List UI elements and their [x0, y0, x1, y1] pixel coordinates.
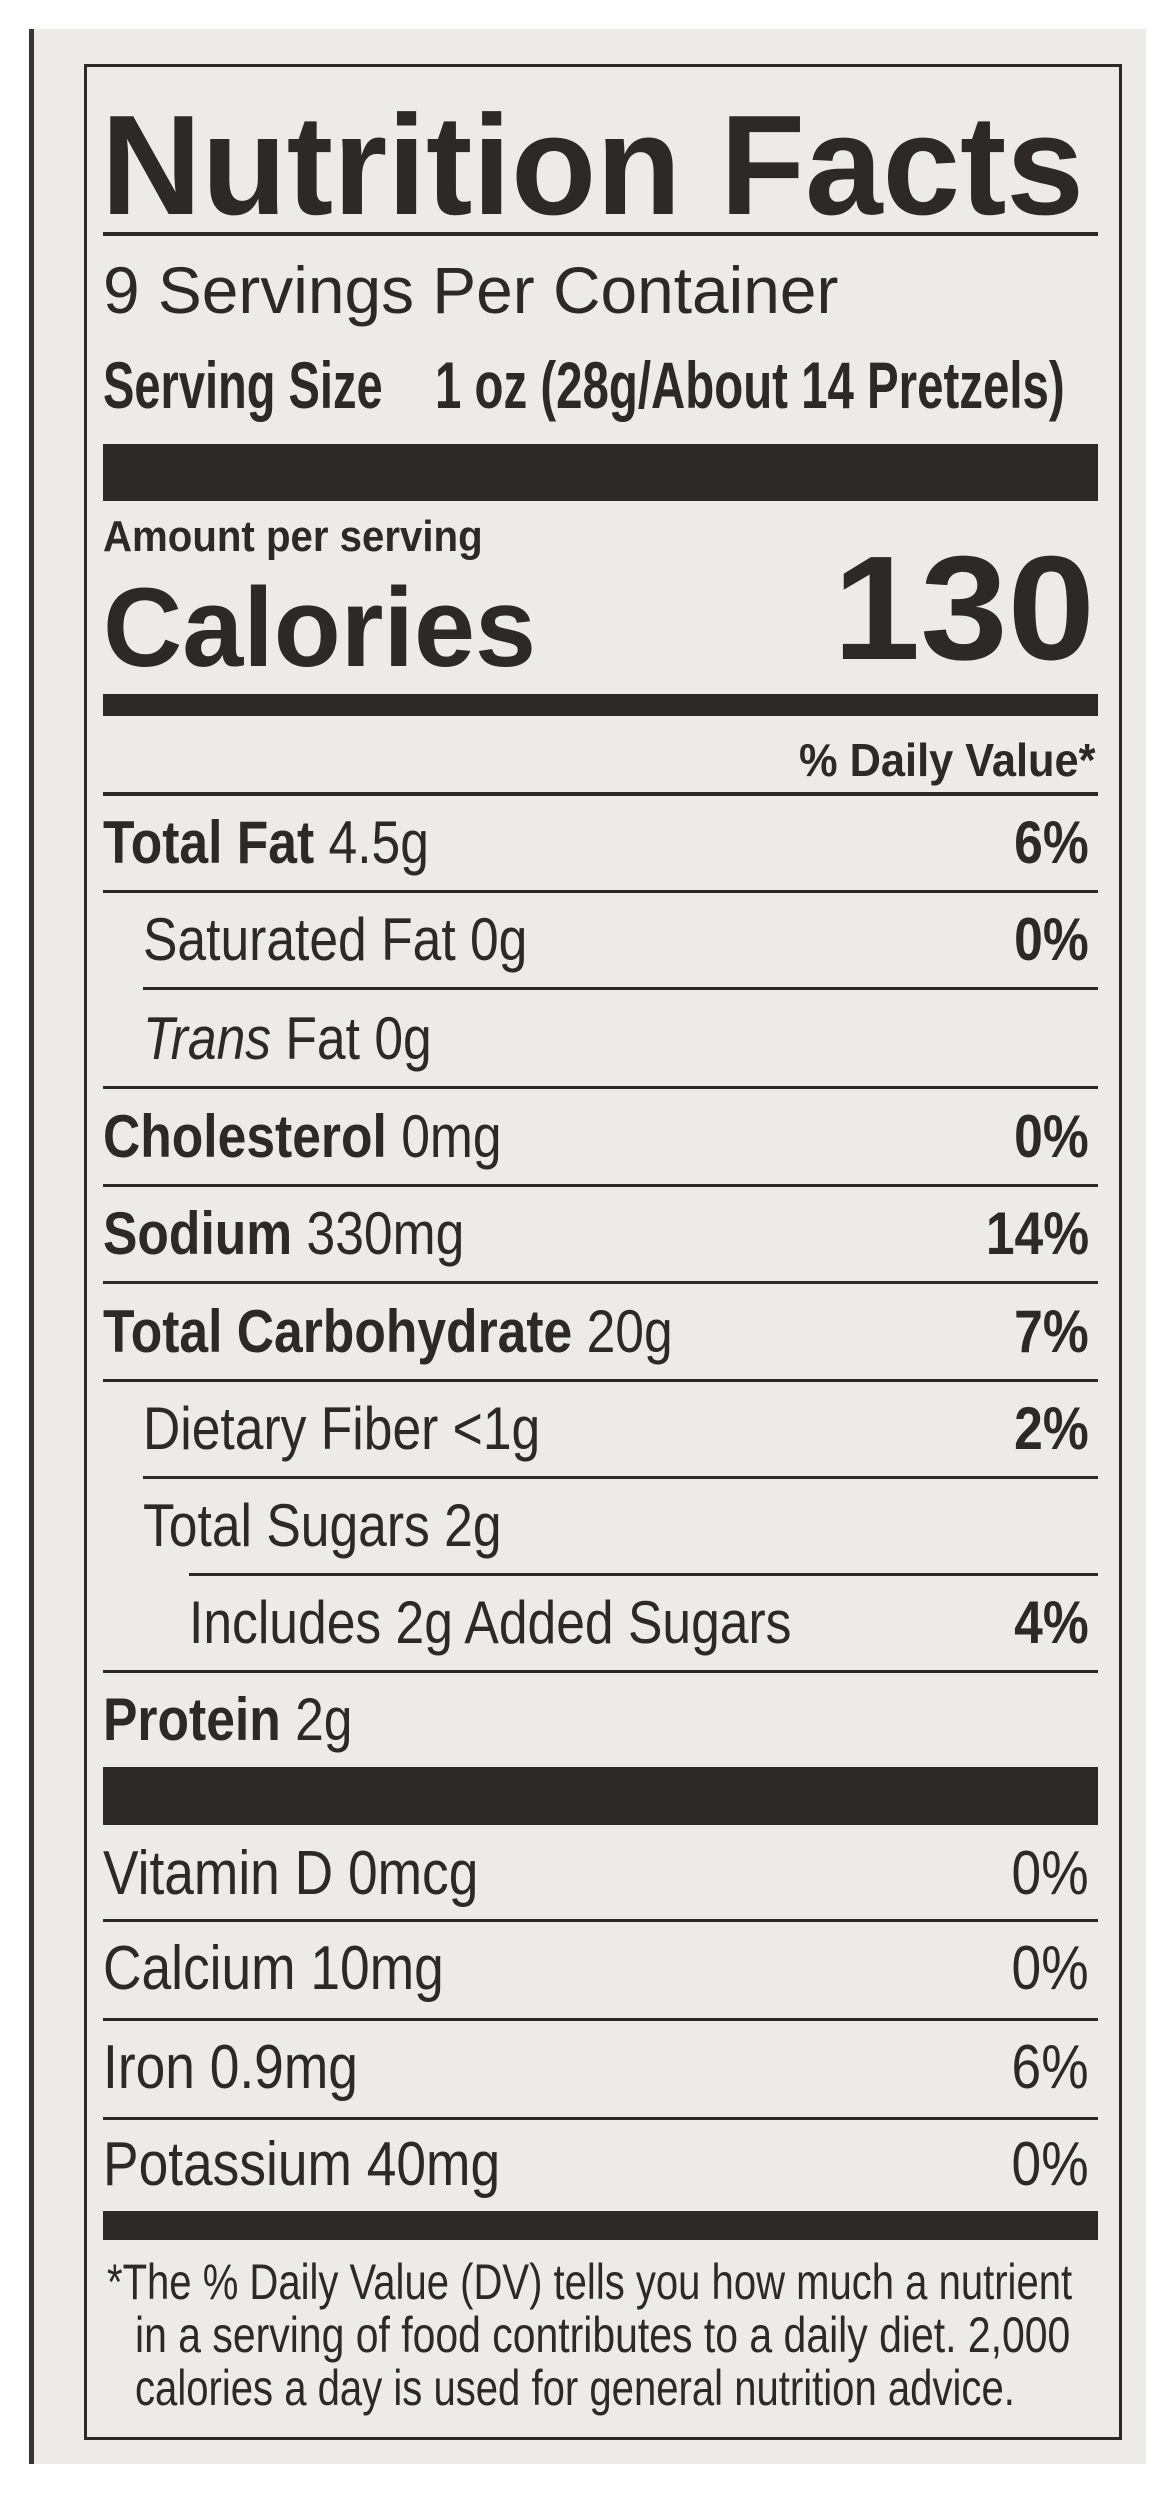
- nutrient-label: Protein 2g: [103, 1689, 353, 1750]
- nutrient-row: Includes 2g Added Sugars 4%: [87, 1574, 1119, 1671]
- thick-bar: [103, 2211, 1098, 2240]
- nutrient-daily-value: 4%: [1014, 1588, 1089, 1656]
- nutrient-row: Saturated Fat 0g 0%: [87, 891, 1119, 988]
- nutrient-label: Dietary Fiber <1g: [143, 1398, 540, 1459]
- nutrient-daily-value: 0%: [1014, 1102, 1089, 1170]
- label-title: Nutrition Facts: [101, 86, 1084, 245]
- vitamin-daily-value: 0%: [1011, 1838, 1089, 1908]
- divider: [103, 792, 1098, 796]
- nutrient-name: Total Carbohydrate: [103, 1297, 573, 1365]
- nutrient-label: Cholesterol 0mg: [103, 1106, 502, 1167]
- nutrient-label: Saturated Fat 0g: [143, 909, 527, 970]
- nutrient-label-italic: Trans: [143, 1004, 272, 1072]
- vitamin-label: Potassium 40mg: [103, 2130, 501, 2199]
- vitamin-row: Calcium 10mg 0%: [87, 1921, 1119, 2016]
- calories-value: 130: [833, 526, 1095, 691]
- package-panel: [29, 29, 1146, 2464]
- nutrient-amount: 0g: [469, 905, 528, 973]
- nutrient-amount: 2g: [295, 1685, 353, 1753]
- amount-per-serving: Amount per serving: [103, 512, 483, 561]
- nutrient-label: Total Fat 4.5g: [103, 812, 429, 873]
- vitamin-daily-value: 0%: [1011, 2130, 1089, 2199]
- nutrition-facts-label: Nutrition Facts 9 Servings Per Container…: [84, 64, 1122, 2440]
- nutrient-row: Dietary Fiber <1g 2%: [87, 1380, 1119, 1477]
- vitamin-daily-value: 0%: [1011, 1933, 1089, 2003]
- footnote-line-2: in a serving of food contributes to a da…: [135, 2307, 1071, 2363]
- divider: [189, 1573, 1098, 1576]
- divider: [103, 1281, 1098, 1284]
- nutrient-row: Total Fat 4.5g 6%: [87, 794, 1119, 891]
- divider: [103, 1086, 1098, 1089]
- nutrient-daily-value: 14%: [985, 1199, 1089, 1267]
- divider: [103, 1670, 1098, 1673]
- nutrient-amount: 0mg: [401, 1102, 502, 1170]
- footnote-line-1: *The % Daily Value (DV) tells you how mu…: [107, 2254, 1073, 2310]
- nutrient-label: Trans Fat 0g: [143, 1008, 432, 1069]
- nutrient-daily-value: 2%: [1014, 1394, 1089, 1462]
- nutrient-row: Trans Fat 0g: [87, 990, 1119, 1087]
- nutrient-daily-value: 7%: [1014, 1297, 1089, 1365]
- serving-size-label: Serving Size: [103, 348, 383, 422]
- medium-bar: [103, 694, 1098, 716]
- nutrient-name: Saturated Fat: [143, 905, 456, 973]
- daily-value-header: % Daily Value*: [798, 734, 1095, 786]
- nutrient-label: Sodium 330mg: [103, 1203, 464, 1264]
- divider: [103, 890, 1098, 893]
- divider: [143, 987, 1098, 990]
- vitamin-row: Potassium 40mg 0%: [87, 2119, 1119, 2211]
- nutrient-amount: <1g: [452, 1394, 541, 1462]
- nutrient-amount: 330mg: [306, 1199, 465, 1267]
- thick-bar: [103, 444, 1098, 501]
- divider: [103, 232, 1098, 236]
- nutrient-name: Dietary Fiber: [143, 1394, 439, 1462]
- nutrient-daily-value: 0%: [1014, 905, 1089, 973]
- vitamin-label: Calcium 10mg: [103, 1933, 444, 2003]
- divider: [103, 2117, 1098, 2120]
- servings-per-container: 9 Servings Per Container: [103, 253, 839, 327]
- nutrient-name: Fat: [285, 1004, 360, 1072]
- divider: [103, 1184, 1098, 1187]
- nutrient-row: Sodium 330mg 14%: [87, 1185, 1119, 1282]
- nutrient-name: Total Fat: [103, 808, 315, 876]
- nutrient-label: Includes 2g Added Sugars: [189, 1592, 791, 1653]
- nutrient-row: Total Sugars 2g: [87, 1477, 1119, 1574]
- nutrient-name: Protein: [103, 1685, 281, 1753]
- divider: [143, 1476, 1098, 1479]
- vitamin-row: Iron 0.9mg 6%: [87, 2020, 1119, 2115]
- nutrient-amount: 20g: [586, 1297, 673, 1365]
- nutrient-amount: 2g: [444, 1491, 502, 1559]
- serving-size-value: 1 oz (28g/About 14 Pretzels): [435, 348, 1065, 422]
- divider: [103, 2018, 1098, 2021]
- divider: [103, 1379, 1098, 1382]
- nutrient-label: Total Carbohydrate 20g: [103, 1301, 673, 1362]
- vitamin-label: Iron 0.9mg: [103, 2032, 358, 2102]
- nutrient-amount: 0g: [374, 1004, 432, 1072]
- nutrient-row: Total Carbohydrate 20g 7%: [87, 1283, 1119, 1380]
- nutrient-name: Total Sugars: [143, 1491, 430, 1559]
- thick-bar: [103, 1767, 1098, 1825]
- nutrient-amount: 4.5g: [328, 808, 429, 876]
- footnote-line-3: calories a day is used for general nutri…: [135, 2360, 1015, 2416]
- nutrient-label: Total Sugars 2g: [143, 1495, 502, 1556]
- nutrient-name: Sodium: [103, 1199, 293, 1267]
- vitamin-label: Vitamin D 0mcg: [103, 1838, 479, 1908]
- calories-label: Calories: [103, 565, 536, 690]
- vitamin-daily-value: 6%: [1011, 2032, 1089, 2102]
- divider: [103, 1919, 1098, 1922]
- nutrient-daily-value: 6%: [1014, 808, 1089, 876]
- nutrient-name: Includes 2g Added Sugars: [189, 1588, 792, 1656]
- nutrient-row: Cholesterol 0mg 0%: [87, 1088, 1119, 1185]
- nutrient-name: Cholesterol: [103, 1102, 387, 1170]
- nutrient-row: Protein 2g: [87, 1671, 1119, 1768]
- vitamin-row: Vitamin D 0mcg 0%: [87, 1826, 1119, 1921]
